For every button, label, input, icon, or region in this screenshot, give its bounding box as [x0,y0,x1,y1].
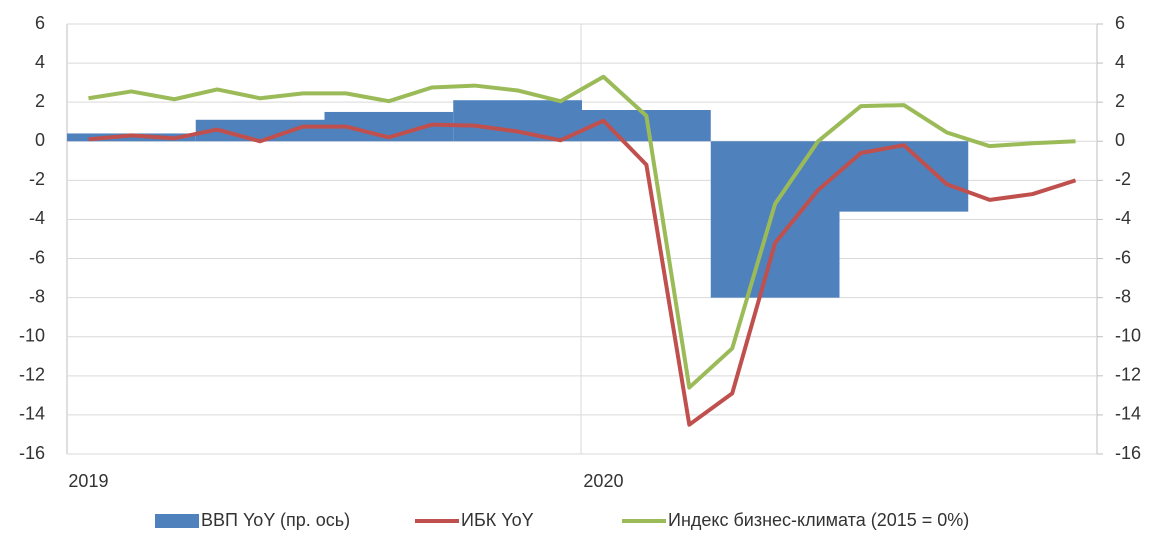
legend-label: ИБК YoY [461,510,534,530]
y-tick-label: -12 [19,365,45,385]
y2-tick-label: -6 [1115,247,1131,267]
y-tick-label: -6 [29,247,45,267]
y-tick-label: -2 [29,169,45,189]
y-tick-label: -10 [19,325,45,345]
y-tick-label: 4 [35,52,45,72]
y2-tick-label: 2 [1115,91,1125,111]
legend-label: Индекс бизнес-климата (2015 = 0%) [668,510,969,530]
y2-tick-label: 4 [1115,52,1125,72]
y2-tick-label: -16 [1115,443,1141,463]
line [88,74,1076,390]
x-tick-label: 2019 [68,471,108,491]
legend-label: ВВП YoY (пр. ось) [201,510,350,530]
y2-tick-label: -10 [1115,325,1141,345]
y2-tick-label: -14 [1115,404,1141,424]
bar [453,100,582,142]
y-tick-label: 6 [35,13,45,33]
x-tick-label: 2020 [583,471,623,491]
y-tick-label: 2 [35,91,45,111]
y2-tick-label: 0 [1115,130,1125,150]
y2-tick-label: -12 [1115,365,1141,385]
y-tick-label: -16 [19,443,45,463]
bar [195,119,325,142]
y2-tick-label: 6 [1115,13,1125,33]
y-tick-label: -14 [19,404,45,424]
y-tick-label: -8 [29,286,45,306]
y2-tick-label: -4 [1115,208,1131,228]
y-tick-label: -4 [29,208,45,228]
line [88,118,1077,427]
y-tick-label: 0 [35,130,45,150]
bar [839,141,969,212]
y2-tick-label: -8 [1115,286,1131,306]
y2-tick-label: -2 [1115,169,1131,189]
legend-swatch [155,514,199,528]
bar [710,141,840,298]
